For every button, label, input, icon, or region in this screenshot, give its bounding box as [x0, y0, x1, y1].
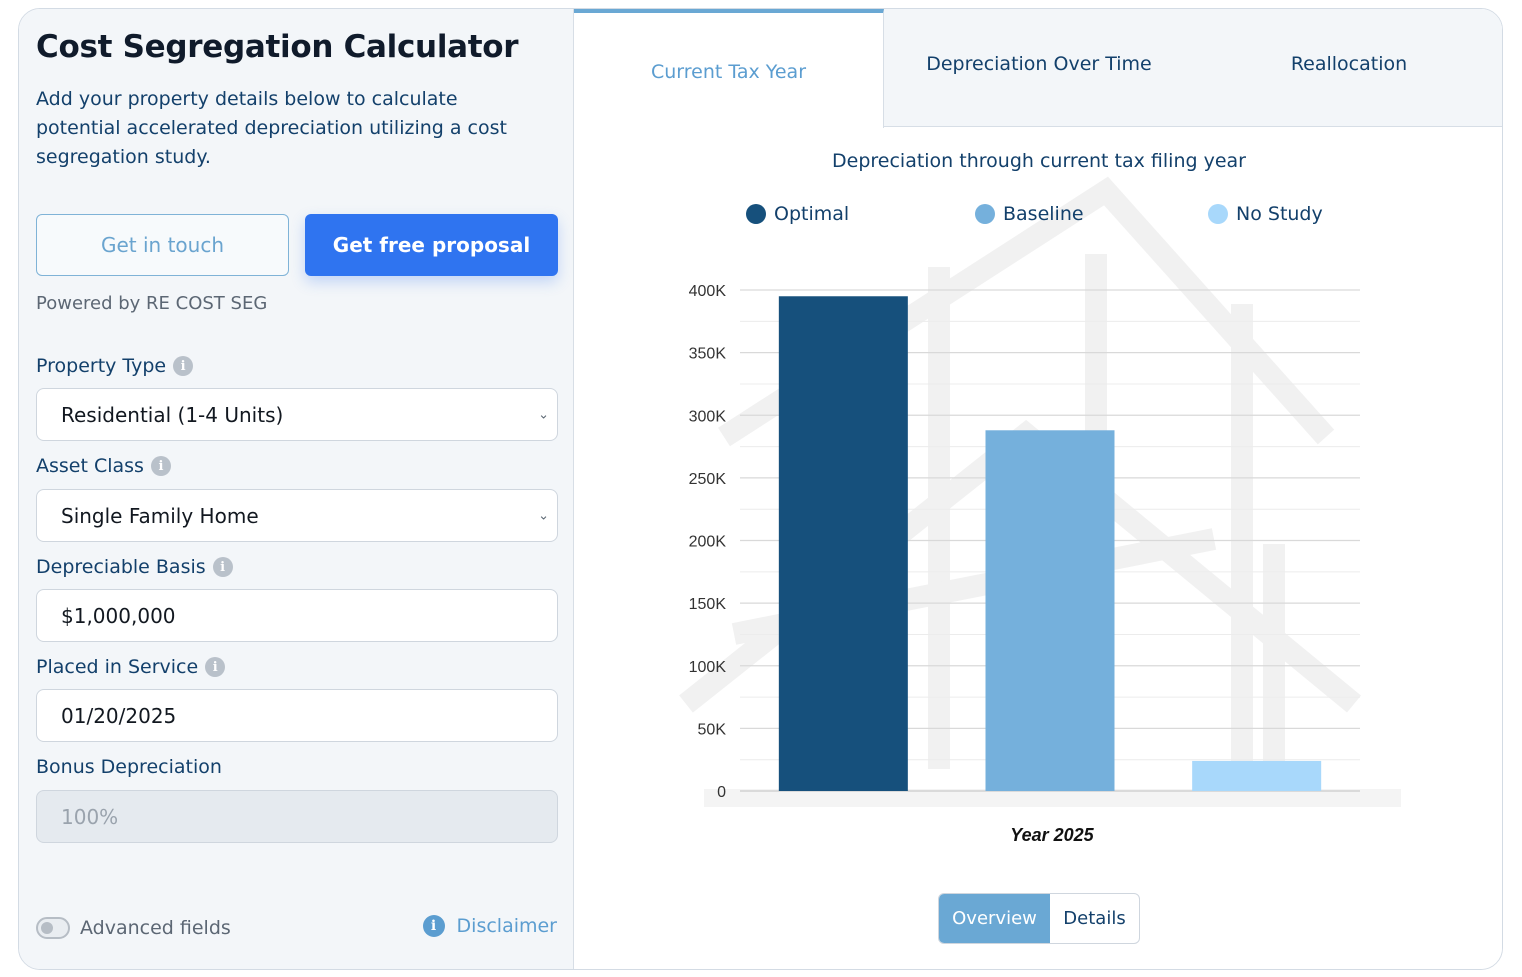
disclaimer-link[interactable]: i Disclaimer	[422, 915, 557, 937]
advanced-fields-label: Advanced fields	[80, 917, 231, 939]
depreciable-basis-value: $1,000,000	[61, 603, 176, 628]
advanced-fields-toggle[interactable]	[36, 917, 70, 939]
bonus-depreciation-label-text: Bonus Depreciation	[36, 756, 222, 778]
chart-title: Depreciation through current tax filing …	[832, 150, 1246, 172]
asset-class-label-text: Asset Class	[36, 455, 144, 477]
y-tick-label: 200K	[689, 534, 727, 551]
input-panel: Cost Segregation Calculator Add your pro…	[19, 9, 574, 969]
y-tick-label: 300K	[689, 408, 727, 425]
get-in-touch-button[interactable]: Get in touch	[36, 214, 289, 276]
legend-dot	[975, 204, 995, 224]
chevron-down-icon: ⌄	[538, 407, 549, 422]
y-tick-label: 0	[717, 784, 726, 801]
legend-label: Optimal	[774, 203, 850, 225]
placed-in-service-label-text: Placed in Service	[36, 656, 199, 678]
bar-optimal[interactable]	[778, 296, 908, 791]
disclaimer-text: Disclaimer	[456, 915, 557, 937]
legend-item-baseline[interactable]: Baseline	[975, 203, 1084, 225]
y-tick-label: 100K	[689, 659, 727, 676]
y-tick-label: 150K	[689, 596, 727, 613]
bonus-depreciation-label: Bonus Depreciation	[36, 756, 222, 778]
placed-in-service-input[interactable]: 01/20/2025	[36, 689, 558, 742]
info-icon: i	[422, 915, 445, 937]
legend-dot	[1208, 204, 1228, 224]
overview-button[interactable]: Overview	[939, 894, 1050, 943]
property-type-label: Property Type i	[36, 355, 194, 377]
y-tick-label: 350K	[689, 346, 727, 363]
info-icon[interactable]: i	[212, 557, 233, 577]
placed-in-service-value: 01/20/2025	[61, 703, 177, 728]
property-type-value: Residential (1-4 Units)	[61, 402, 284, 427]
chart-bars	[778, 296, 1322, 791]
tab-current-tax-year[interactable]: Current Tax Year	[574, 9, 884, 128]
depreciation-chart: 0 50K 100K 150K 200K 250K 300K 350K 400K Year 20…	[679, 176, 1401, 845]
legend-dot	[746, 204, 766, 224]
view-toggle: Overview Details	[938, 893, 1140, 944]
page-title: Cost Segregation Calculator	[36, 29, 519, 65]
get-free-proposal-button[interactable]: Get free proposal	[305, 214, 558, 276]
bar-baseline[interactable]	[985, 430, 1115, 791]
legend-item-no-study[interactable]: No Study	[1208, 203, 1323, 225]
depreciable-basis-input[interactable]: $1,000,000	[36, 589, 558, 642]
tab-reallocation[interactable]: Reallocation	[1290, 53, 1408, 75]
details-button[interactable]: Details	[1063, 908, 1126, 929]
asset-class-label: Asset Class i	[36, 455, 171, 477]
calculator-card: Cost Segregation Calculator Add your pro…	[18, 8, 1503, 970]
property-type-select[interactable]: Residential (1-4 Units) ⌄	[36, 388, 558, 441]
tab-bar: Current Tax Year Depreciation Over Time …	[574, 9, 1502, 128]
asset-class-select[interactable]: Single Family Home ⌄	[36, 489, 558, 542]
y-axis-ticks: 0 50K 100K 150K 200K 250K 300K 350K 400K	[689, 283, 727, 801]
page-subtitle: Add your property details below to calcu…	[36, 88, 507, 168]
y-tick-label: 400K	[689, 283, 727, 300]
chart-floor	[704, 789, 1401, 807]
chevron-down-icon: ⌄	[538, 508, 549, 523]
bonus-depreciation-value: 100%	[61, 804, 119, 829]
legend-label: Baseline	[1003, 203, 1084, 225]
placed-in-service-label: Placed in Service i	[36, 656, 226, 678]
property-type-label-text: Property Type	[36, 355, 167, 377]
toggle-knob	[41, 922, 53, 934]
legend-label: No Study	[1236, 203, 1323, 225]
powered-by-text: Powered by RE COST SEG	[36, 293, 268, 314]
bonus-depreciation-input: 100%	[36, 790, 558, 843]
x-axis-label: Year 2025	[1010, 825, 1094, 845]
depreciable-basis-label-text: Depreciable Basis	[36, 556, 206, 578]
asset-class-value: Single Family Home	[61, 503, 259, 528]
legend-item-optimal[interactable]: Optimal	[746, 203, 849, 225]
info-icon[interactable]: i	[150, 456, 171, 476]
info-icon[interactable]: i	[173, 356, 194, 376]
results-panel: Current Tax Year Depreciation Over Time …	[574, 9, 1502, 969]
depreciable-basis-label: Depreciable Basis i	[36, 556, 233, 578]
y-tick-label: 250K	[689, 471, 727, 488]
y-tick-label: 50K	[698, 721, 727, 738]
tab-depreciation-over-time[interactable]: Depreciation Over Time	[926, 53, 1152, 75]
info-icon[interactable]: i	[205, 657, 226, 677]
bar-no-study[interactable]	[1192, 760, 1322, 791]
